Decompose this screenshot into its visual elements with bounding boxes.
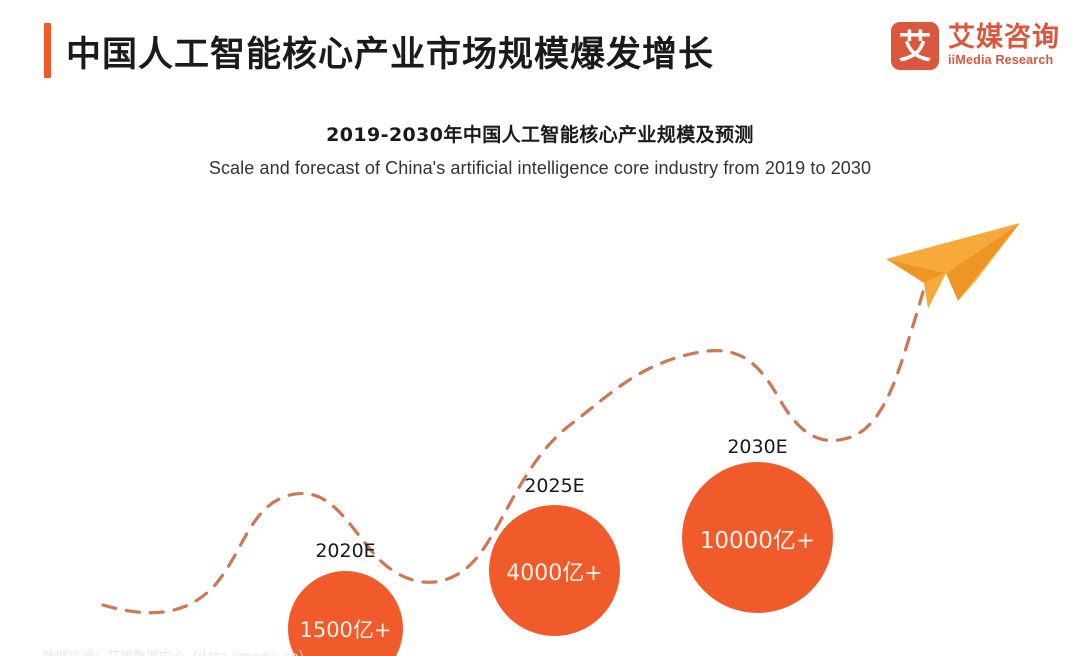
logo-mark-icon: 艾: [891, 22, 939, 70]
footer-source-text: 数据来源：艾媒数据中心（data.iimedia.cn）: [42, 648, 312, 656]
footer-clipped: 数据来源：艾媒数据中心（data.iimedia.cn）: [0, 648, 1080, 656]
bubble-year-2025E: 2025E: [524, 475, 585, 497]
logo-name-en: iiMedia Research: [948, 53, 1054, 68]
logo-glyph: 艾: [898, 26, 932, 66]
chart-title-en: Scale and forecast of China's artificial…: [208, 158, 872, 178]
bubble-value-2025E[interactable]: 4000亿+: [489, 505, 620, 636]
header: 中国人工智能核心产业市场规模爆发增长 艾 艾媒咨询 iiMedia Resear…: [0, 0, 1080, 100]
paper-plane-icon: [886, 223, 1020, 309]
chart-title-block: 2019-2030年中国人工智能核心产业规模及预测 Scale and fore…: [0, 120, 1080, 179]
logo-text: 艾媒咨询 iiMedia Research: [948, 21, 1060, 68]
bubble-year-2030E: 2030E: [727, 436, 788, 458]
title-accent-bar: [44, 23, 51, 78]
trend-curve: [101, 290, 925, 615]
brand-logo: 艾 艾媒咨询 iiMedia Research: [891, 22, 1060, 70]
bubble-value-2020E[interactable]: 1500亿+: [288, 571, 403, 656]
chart-title-cn: 2019-2030年中国人工智能核心产业规模及预测: [326, 124, 754, 146]
bubble-chart: 2019 510亿+ 2020E 1500亿+ 2025E 4000亿+ 203…: [0, 195, 1080, 656]
bubble-year-2020E: 2020E: [315, 540, 376, 562]
logo-name-cn: 艾媒咨询: [948, 21, 1060, 53]
page-title: 中国人工智能核心产业市场规模爆发增长: [66, 35, 715, 75]
bubble-value-2030E[interactable]: 10000亿+: [682, 462, 833, 613]
